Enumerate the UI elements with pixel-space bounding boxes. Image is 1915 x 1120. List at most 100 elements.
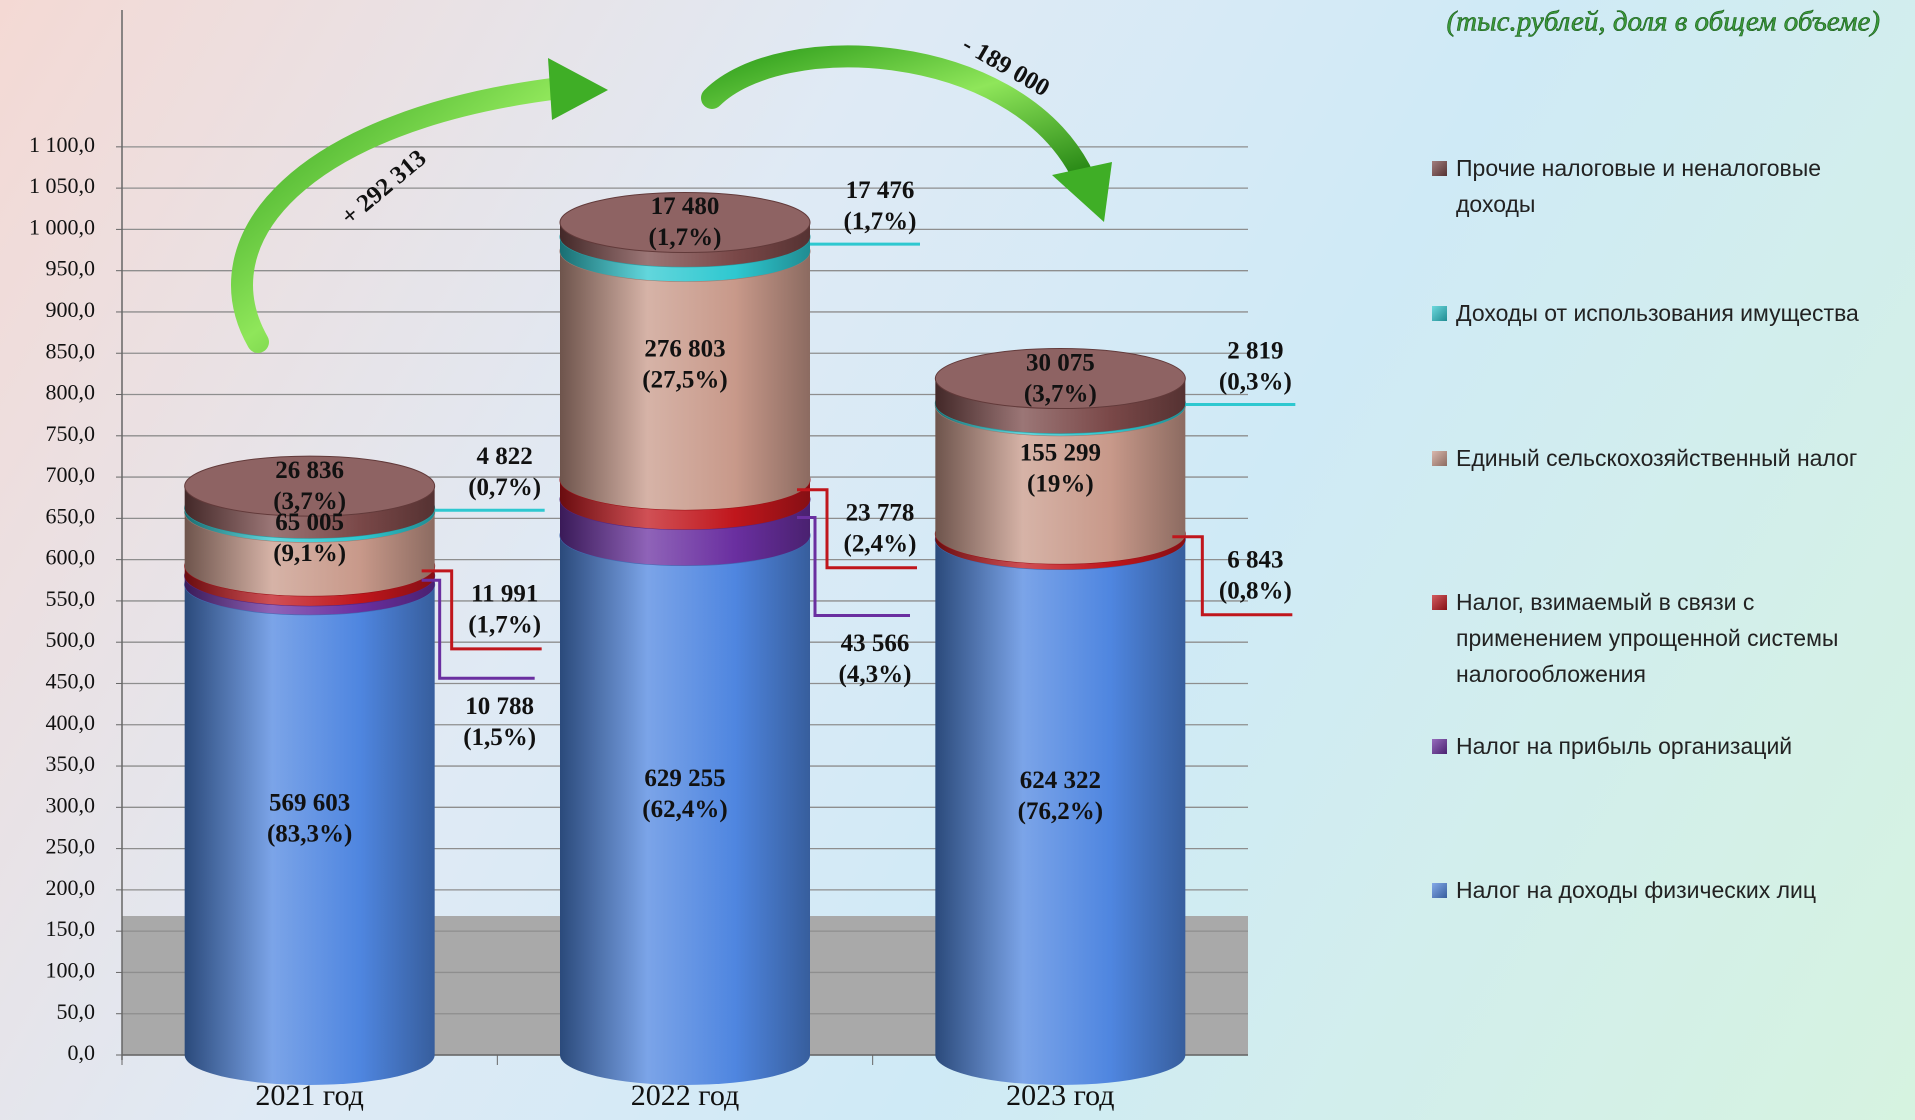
y-tick-label: 500,0 [46,627,96,652]
bars [184,191,1296,1085]
share-label: (2,4%) [844,530,917,557]
share-label: (27,5%) [642,366,727,393]
legend-label: Налог на прибыль организаций [1456,733,1793,759]
share-label: (0,8%) [1219,577,1292,604]
share-label: (76,2%) [1018,798,1103,825]
leader-line [421,578,535,680]
data-label: 4 822 [477,443,533,470]
data-label: 17 476 [846,177,915,204]
legend-item: Единый сельскохозяйственный налог [1432,440,1902,476]
share-label: (1,7%) [468,612,541,639]
data-label: 624 322 [1020,767,1101,794]
y-tick-label: 700,0 [46,462,96,487]
share-label: (0,7%) [468,474,541,501]
y-tick-label: 800,0 [46,380,96,405]
data-label: 26 836 [275,457,344,484]
data-label: 65 005 [275,509,344,536]
y-tick-label: 100,0 [46,957,96,982]
data-label: 30 075 [1026,349,1095,376]
data-label: 629 255 [644,765,725,792]
y-tick-label: 1 000,0 [29,214,95,239]
x-tick-label: 2022 год [631,1079,739,1112]
legend-swatch [1432,595,1447,610]
share-label: (1,5%) [463,724,536,751]
legend-item: Налог на прибыль организаций [1432,728,1902,764]
data-label: 17 480 [651,193,720,220]
legend-swatch [1432,306,1447,321]
legend-swatch [1432,451,1447,466]
cylinder-segment [560,535,810,1085]
cylinder-segment [935,405,1186,564]
y-tick-label: 1 050,0 [29,173,95,198]
y-tick-label: 600,0 [46,545,96,570]
y-tick-label: 50,0 [57,999,96,1024]
x-tick-label: 2021 год [255,1079,363,1112]
arrow-head [548,58,608,120]
share-label: (83,3%) [267,821,352,848]
y-tick-label: 350,0 [46,751,96,776]
arrow [231,77,571,353]
x-tick-label: 2023 год [1006,1079,1114,1112]
leader-line [421,569,542,651]
y-tick-label: 1 100,0 [29,132,95,157]
share-label: (62,4%) [642,796,727,823]
leader-line [797,516,910,618]
cylinder-segment [935,539,1186,1085]
legend-label: Единый сельскохозяйственный налог [1456,445,1858,471]
legend-label: Прочие налоговые и неналоговые доходы [1456,155,1822,217]
data-label: 10 788 [465,693,534,720]
y-tick-label: 750,0 [46,421,96,446]
share-label: (0,3%) [1219,368,1292,395]
data-label: 2 819 [1227,337,1283,364]
legend-item: Прочие налоговые и неналоговые доходы [1432,150,1902,222]
y-tick-label: 300,0 [46,792,96,817]
leader-line [797,488,917,570]
y-tick-label: 900,0 [46,297,96,322]
data-label: 276 803 [644,335,725,362]
y-tick-label: 400,0 [46,710,96,735]
y-tick-label: 200,0 [46,875,96,900]
legend-swatch [1432,161,1447,176]
data-label: 11 991 [471,581,538,608]
data-label: 155 299 [1020,440,1101,467]
share-label: (3,7%) [1024,380,1097,407]
unit-note: (тыс.рублей, доля в общем объеме) [1446,6,1880,38]
legend-item: Налог, взимаемый в связи с применением у… [1432,584,1902,692]
legend-item: Налог на доходы физических лиц [1432,872,1902,908]
arrows [231,45,1112,353]
share-label: (4,3%) [839,661,912,688]
data-label: 6 843 [1227,546,1283,573]
legend-label: Доходы от использования имущества [1456,300,1859,326]
y-tick-label: 150,0 [46,916,96,941]
legend-label: Налог, взимаемый в связи с применением у… [1456,589,1839,687]
share-label: (1,7%) [844,208,917,235]
share-label: (19%) [1027,471,1094,498]
legend-swatch [1432,883,1447,898]
share-label: (1,7%) [649,224,722,251]
leader-line [1172,535,1293,617]
cylinder-top [184,455,436,517]
legend-item: Доходы от использования имущества [1432,295,1902,331]
legend-label: Налог на доходы физических лиц [1456,877,1817,903]
cylinder-top [934,348,1186,410]
cylinder-segment [184,584,435,1085]
y-tick-label: 450,0 [46,669,96,694]
share-label: (3,7%) [273,488,346,515]
share-label: (9,1%) [273,540,346,567]
cylinder-segment [560,251,810,510]
y-tick-label: 250,0 [46,834,96,859]
data-label: 43 566 [841,630,910,657]
arrow [701,45,1091,181]
data-label: 23 778 [846,499,915,526]
data-label: 569 603 [269,790,350,817]
y-tick-label: 650,0 [46,503,96,528]
y-tick-label: 850,0 [46,338,96,363]
y-tick-label: 950,0 [46,256,96,281]
y-tick-label: 0,0 [68,1040,96,1065]
arrow-head [1052,162,1112,222]
legend-swatch [1432,739,1447,754]
cylinder-top [559,191,811,253]
y-tick-label: 550,0 [46,586,96,611]
